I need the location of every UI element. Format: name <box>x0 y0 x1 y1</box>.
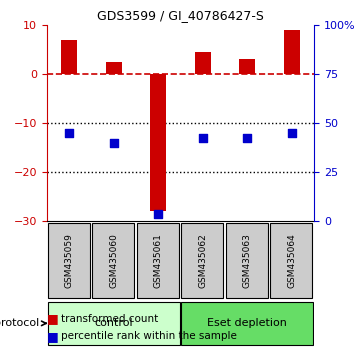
Text: control: control <box>95 318 133 329</box>
Text: GSM435059: GSM435059 <box>65 233 74 288</box>
Text: percentile rank within the sample: percentile rank within the sample <box>61 331 237 341</box>
Point <box>289 130 295 136</box>
Bar <box>195 52 210 74</box>
FancyBboxPatch shape <box>181 302 313 344</box>
Point <box>66 130 72 136</box>
FancyBboxPatch shape <box>48 302 180 344</box>
Text: ■: ■ <box>47 312 59 325</box>
FancyBboxPatch shape <box>226 223 268 298</box>
Text: transformed count: transformed count <box>61 314 158 324</box>
Text: ■: ■ <box>47 330 59 343</box>
Point <box>200 135 206 141</box>
FancyBboxPatch shape <box>181 223 223 298</box>
Text: GSM435062: GSM435062 <box>198 233 207 288</box>
Bar <box>106 62 122 74</box>
Bar <box>239 59 255 74</box>
Title: GDS3599 / GI_40786427-S: GDS3599 / GI_40786427-S <box>97 9 264 22</box>
Bar <box>151 74 166 211</box>
Text: GSM435060: GSM435060 <box>109 233 118 288</box>
FancyBboxPatch shape <box>270 223 312 298</box>
Point <box>155 211 161 217</box>
Point <box>111 140 117 145</box>
Text: GSM435061: GSM435061 <box>154 233 163 288</box>
Text: protocol: protocol <box>0 318 46 329</box>
Point <box>244 135 250 141</box>
FancyBboxPatch shape <box>92 223 134 298</box>
Text: GSM435063: GSM435063 <box>243 233 252 288</box>
FancyBboxPatch shape <box>48 223 90 298</box>
Bar <box>284 30 300 74</box>
FancyBboxPatch shape <box>137 223 179 298</box>
Text: Eset depletion: Eset depletion <box>207 318 287 329</box>
Text: GSM435064: GSM435064 <box>287 233 296 288</box>
Bar <box>61 40 77 74</box>
